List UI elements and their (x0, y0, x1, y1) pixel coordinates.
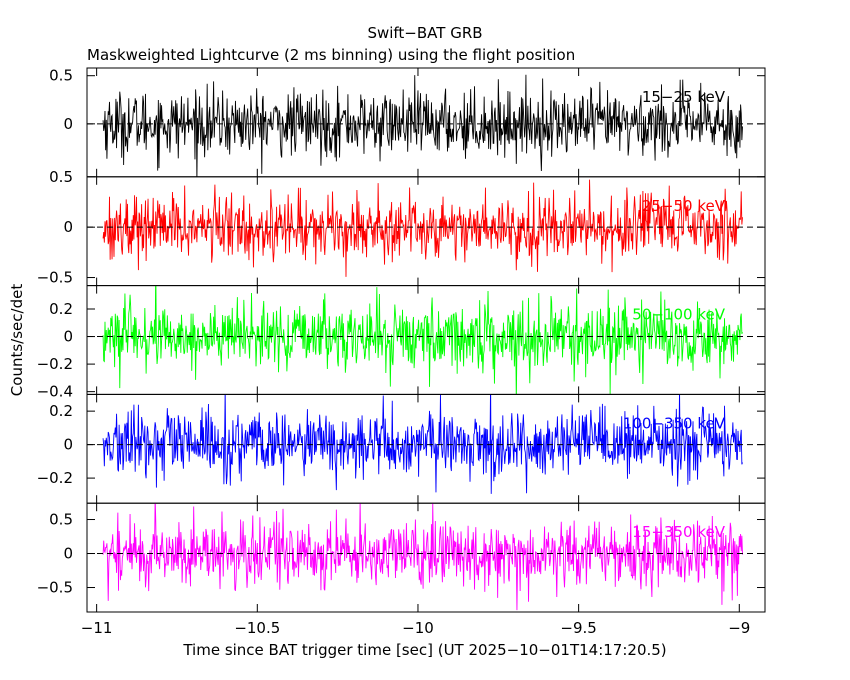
y-tick-label: −0.5 (37, 579, 73, 597)
panel-5: 0.5 0 −0.5 15−350 keV (37, 502, 766, 613)
y-axis-label: Counts/sec/det (8, 284, 26, 397)
panel-frame (86, 502, 766, 613)
lightcurve-series (102, 179, 743, 277)
panel-stack: 0.5 0 15−25 keV 0.5 0 −0.5 25−50 keV 0.2 0 −0.2 −0… (37, 67, 766, 613)
x-axis-label: Time since BAT trigger time [sec] (UT 20… (182, 641, 666, 659)
x-tick-label: −9 (728, 619, 750, 637)
x-tick-label: −10 (402, 619, 434, 637)
band-label: 15−350 keV (632, 523, 725, 541)
chart-subtitle: Maskweighted Lightcurve (2 ms binning) u… (87, 46, 575, 64)
y-tick-label: 0.2 (49, 300, 73, 318)
panel-2: 0.5 0 −0.5 25−50 keV (37, 168, 766, 287)
x-axis-ticks: −11 −10.5 −10 −9.5 −9 (81, 619, 751, 637)
y-tick-label: 0 (63, 436, 73, 454)
y-tick-label: −0.2 (37, 469, 73, 487)
y-tick-label: −0.4 (37, 383, 73, 401)
x-tick-label: −9.5 (560, 619, 596, 637)
y-tick-label: 0 (63, 115, 73, 133)
chart-title: Swift−BAT GRB (367, 24, 482, 42)
panel-1: 0.5 0 15−25 keV (49, 67, 766, 178)
y-tick-label: 0.5 (49, 168, 73, 186)
y-tick-label: −0.2 (37, 355, 73, 373)
lightcurve-series (102, 503, 743, 611)
y-tick-label: 0.5 (49, 67, 73, 85)
y-tick-label: 0 (63, 328, 73, 346)
y-tick-label: 0 (63, 545, 73, 563)
y-tick-label: 0.2 (49, 402, 73, 420)
lightcurve-series (102, 285, 743, 395)
band-label: 100−350 keV (623, 414, 726, 432)
band-label: 15−25 keV (642, 88, 726, 106)
y-tick-label: 0.5 (49, 511, 73, 529)
panel-3: 0.2 0 −0.2 −0.4 50−100 keV (37, 285, 766, 401)
lightcurve-series (102, 394, 743, 494)
band-label: 25−50 keV (642, 197, 726, 215)
y-tick-label: −0.5 (37, 269, 73, 287)
y-tick-label: 0 (63, 218, 73, 236)
x-tick-label: −11 (81, 619, 113, 637)
x-tick-label: −10.5 (234, 619, 280, 637)
panel-4: 0.2 0 −0.2 100−350 keV (37, 393, 766, 504)
band-label: 50−100 keV (632, 306, 725, 324)
